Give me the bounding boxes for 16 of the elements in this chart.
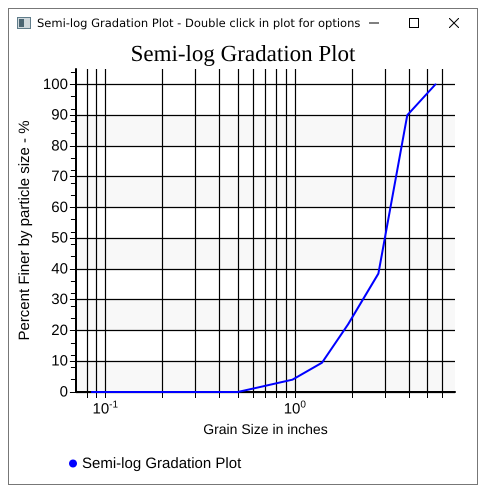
y-tick-label: 30 xyxy=(51,291,68,308)
y-axis-title: Percent Finer by particle size - % xyxy=(16,120,33,341)
y-tick-label: 20 xyxy=(51,322,68,339)
y-tick-label: 10 xyxy=(51,352,68,370)
chart-title: Semi-log Gradation Plot xyxy=(130,41,356,66)
y-tick-label: 70 xyxy=(51,168,68,186)
x-axis-title: Grain Size in inches xyxy=(203,421,328,437)
y-tick-label: 60 xyxy=(51,198,68,216)
y-tick-label: 0 xyxy=(60,384,68,400)
legend-label: Semi-log Gradation Plot xyxy=(82,455,242,472)
y-tick-label: 50 xyxy=(51,230,68,247)
y-tick-label: 90 xyxy=(51,106,68,124)
y-tick-label: 80 xyxy=(51,137,68,154)
y-tick-label: 40 xyxy=(51,260,68,278)
y-tick-label: 100 xyxy=(42,76,68,93)
text: Semi-log Gradation Plot - Double click in plot for options xyxy=(37,16,362,30)
